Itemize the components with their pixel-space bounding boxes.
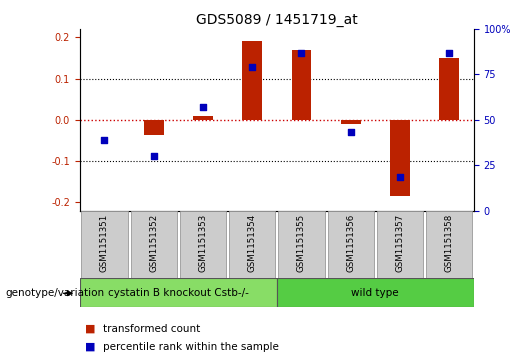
Point: [347, 129, 355, 135]
Text: GSM1151354: GSM1151354: [248, 214, 256, 272]
FancyBboxPatch shape: [81, 211, 128, 278]
Text: percentile rank within the sample: percentile rank within the sample: [103, 342, 279, 352]
Bar: [243, 41, 262, 120]
Bar: [144, 120, 164, 135]
Text: transformed count: transformed count: [103, 323, 200, 334]
Bar: [390, 120, 410, 196]
Text: cystatin B knockout Cstb-/-: cystatin B knockout Cstb-/-: [108, 287, 249, 298]
Bar: [439, 58, 459, 120]
FancyBboxPatch shape: [180, 211, 226, 278]
Text: GSM1151355: GSM1151355: [297, 214, 306, 272]
Point: [396, 174, 404, 180]
FancyBboxPatch shape: [229, 211, 276, 278]
Text: ■: ■: [85, 342, 95, 352]
Bar: [291, 50, 311, 120]
Text: GSM1151358: GSM1151358: [444, 214, 454, 272]
Point: [297, 50, 305, 56]
Point: [199, 104, 207, 110]
Text: GSM1151352: GSM1151352: [149, 214, 158, 272]
Point: [100, 137, 109, 143]
Point: [149, 153, 158, 159]
Text: GSM1151351: GSM1151351: [100, 214, 109, 272]
Text: GSM1151356: GSM1151356: [346, 214, 355, 272]
FancyBboxPatch shape: [377, 211, 423, 278]
Text: wild type: wild type: [352, 287, 399, 298]
Bar: [80, 278, 277, 307]
Text: GSM1151353: GSM1151353: [198, 214, 208, 272]
Text: GSM1151357: GSM1151357: [396, 214, 404, 272]
Bar: [277, 278, 474, 307]
FancyBboxPatch shape: [328, 211, 374, 278]
Text: genotype/variation: genotype/variation: [5, 288, 104, 298]
FancyBboxPatch shape: [130, 211, 177, 278]
Title: GDS5089 / 1451719_at: GDS5089 / 1451719_at: [196, 13, 358, 26]
Point: [445, 50, 453, 56]
Point: [248, 64, 256, 70]
FancyBboxPatch shape: [278, 211, 324, 278]
Text: ■: ■: [85, 323, 95, 334]
Bar: [341, 120, 360, 124]
Bar: [193, 116, 213, 120]
FancyBboxPatch shape: [426, 211, 472, 278]
